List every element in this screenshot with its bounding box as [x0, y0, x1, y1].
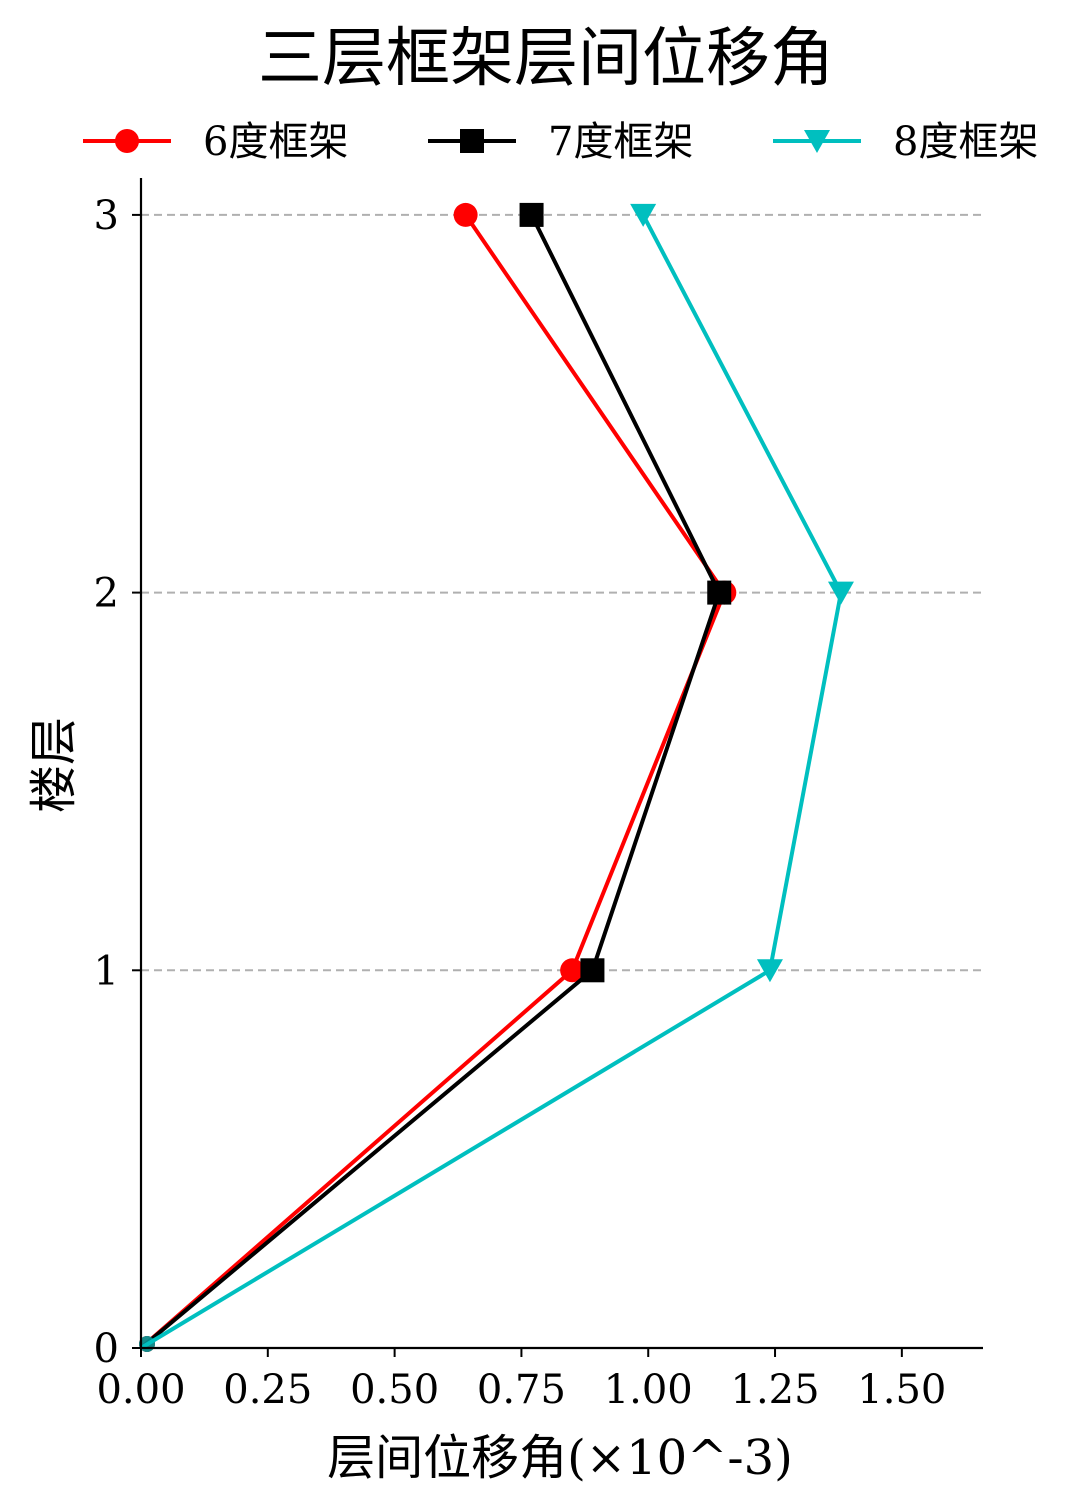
y-tick-label-0: 0	[94, 1326, 119, 1372]
x-tick-label-1.25: 1.25	[731, 1367, 820, 1413]
x-tick-label-1.50: 1.50	[857, 1367, 946, 1413]
x-tick-label-0.00: 0.00	[96, 1367, 185, 1413]
series-1	[139, 202, 737, 1352]
series-1-point-floor-1	[560, 958, 585, 983]
series-3-point-floor-3	[630, 203, 657, 227]
series-layer	[139, 202, 854, 1352]
series-line-3	[139, 213, 844, 1350]
legend-marker-3	[804, 130, 830, 153]
legend-marker-1	[115, 129, 139, 153]
y-ticks: 0 1 2 3	[94, 193, 141, 1372]
legend: 6度框架 7度框架 8度框架	[83, 119, 1038, 165]
y-tick-label-3: 3	[94, 193, 119, 239]
legend-label-2: 7度框架	[548, 119, 693, 165]
series-3-point-floor-1	[756, 959, 783, 983]
series-line-2	[139, 214, 722, 1350]
series-2-point-floor-2	[707, 580, 732, 605]
legend-label-3: 8度框架	[893, 119, 1038, 165]
legend-label-1: 6度框架	[203, 119, 348, 165]
series-line-1	[139, 213, 727, 1350]
series-3-point-floor-2	[827, 581, 854, 605]
grid-lines	[141, 213, 983, 972]
y-axis-label: 楼层	[26, 717, 82, 813]
x-tick-label-0.75: 0.75	[477, 1367, 566, 1413]
y-tick-label-1: 1	[94, 948, 119, 994]
series-2-point-floor-1	[580, 958, 605, 983]
x-tick-label-0.50: 0.50	[350, 1367, 439, 1413]
legend-marker-2	[460, 129, 484, 153]
series-2	[139, 202, 732, 1352]
series-2-point-floor-3	[519, 202, 544, 227]
x-axis-label: 层间位移角(×10^-3)	[327, 1430, 793, 1486]
x-ticks: 0.00 0.25 0.50 0.75 1.00 1.25 1.50	[96, 1348, 946, 1413]
chart-title: 三层框架层间位移角	[258, 22, 834, 96]
x-tick-label-0.25: 0.25	[223, 1367, 312, 1413]
y-tick-label-2: 2	[94, 571, 119, 617]
series-3	[139, 203, 854, 1352]
x-tick-label-1.00: 1.00	[604, 1367, 693, 1413]
series-1-point-floor-3	[453, 202, 478, 227]
